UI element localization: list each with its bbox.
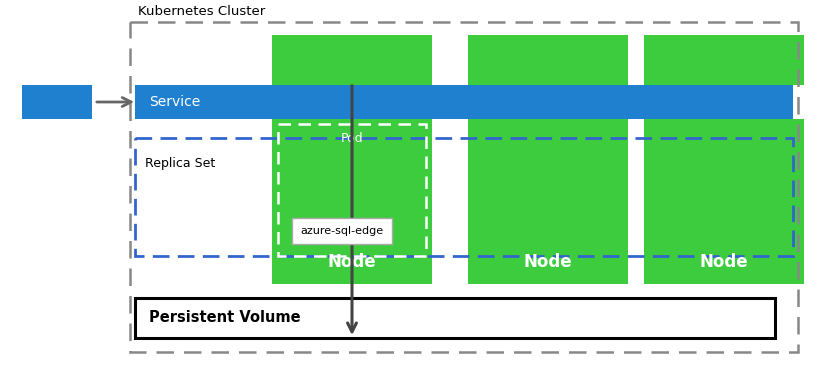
Bar [643,119,803,284]
Bar [135,85,792,119]
Bar [278,124,426,256]
Text: Service: Service [149,95,200,109]
Text: Node: Node [699,253,748,271]
Text: Node: Node [523,253,572,271]
Bar [130,22,797,352]
Text: Replica Set: Replica Set [145,158,215,170]
Bar [135,298,774,338]
Text: Apps: Apps [38,95,75,109]
Bar [22,85,92,119]
Bar [292,218,391,244]
Text: Node: Node [328,253,376,271]
Text: azure-sql-edge: azure-sql-edge [300,226,383,236]
Bar [643,35,803,85]
Text: Persistent Volume: Persistent Volume [149,311,301,325]
Bar [272,119,432,284]
Bar [468,35,627,85]
Bar [272,35,432,85]
Bar [135,138,792,256]
Text: Pod: Pod [340,132,363,144]
Text: Kubernetes Cluster: Kubernetes Cluster [138,5,265,18]
Bar [468,119,627,284]
